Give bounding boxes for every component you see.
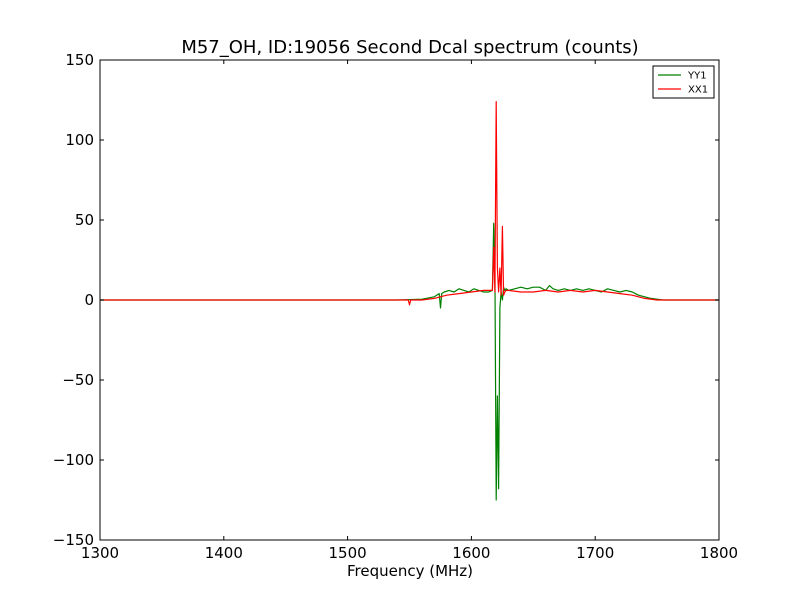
plot-lines bbox=[100, 100, 719, 501]
y-tick-label: −150 bbox=[53, 531, 94, 549]
x-tick-label: 1600 bbox=[452, 544, 490, 562]
legend-label-yy1: YY1 bbox=[687, 71, 707, 82]
legend-box bbox=[652, 65, 715, 99]
series-line-xx1 bbox=[100, 100, 719, 306]
y-tick-label: 100 bbox=[65, 131, 94, 149]
y-tick-label: 50 bbox=[75, 211, 94, 229]
y-tick-label: 0 bbox=[84, 291, 94, 309]
x-tick-label: 1300 bbox=[81, 544, 119, 562]
x-axis-label: Frequency (MHz) bbox=[347, 562, 473, 580]
chart-title: M57_OH, ID:19056 Second Dcal spectrum (c… bbox=[181, 37, 638, 58]
series-line-yy1 bbox=[100, 222, 719, 501]
legend-label-xx1: XX1 bbox=[688, 85, 708, 96]
x-tick-label: 1700 bbox=[576, 544, 614, 562]
y-tick-label: 150 bbox=[65, 51, 94, 69]
x-tick-label: 1500 bbox=[329, 544, 367, 562]
y-tick-label: −100 bbox=[53, 451, 94, 469]
x-tick-label: 1400 bbox=[205, 544, 243, 562]
legend: YY1 XX1 bbox=[652, 65, 715, 99]
y-tick-label: −50 bbox=[62, 371, 94, 389]
x-tick-label: 1800 bbox=[700, 544, 738, 562]
axis-ticks: 1300 1400 1500 1600 1700 1800 −150 −100 −50 0 50 10… bbox=[53, 51, 738, 562]
